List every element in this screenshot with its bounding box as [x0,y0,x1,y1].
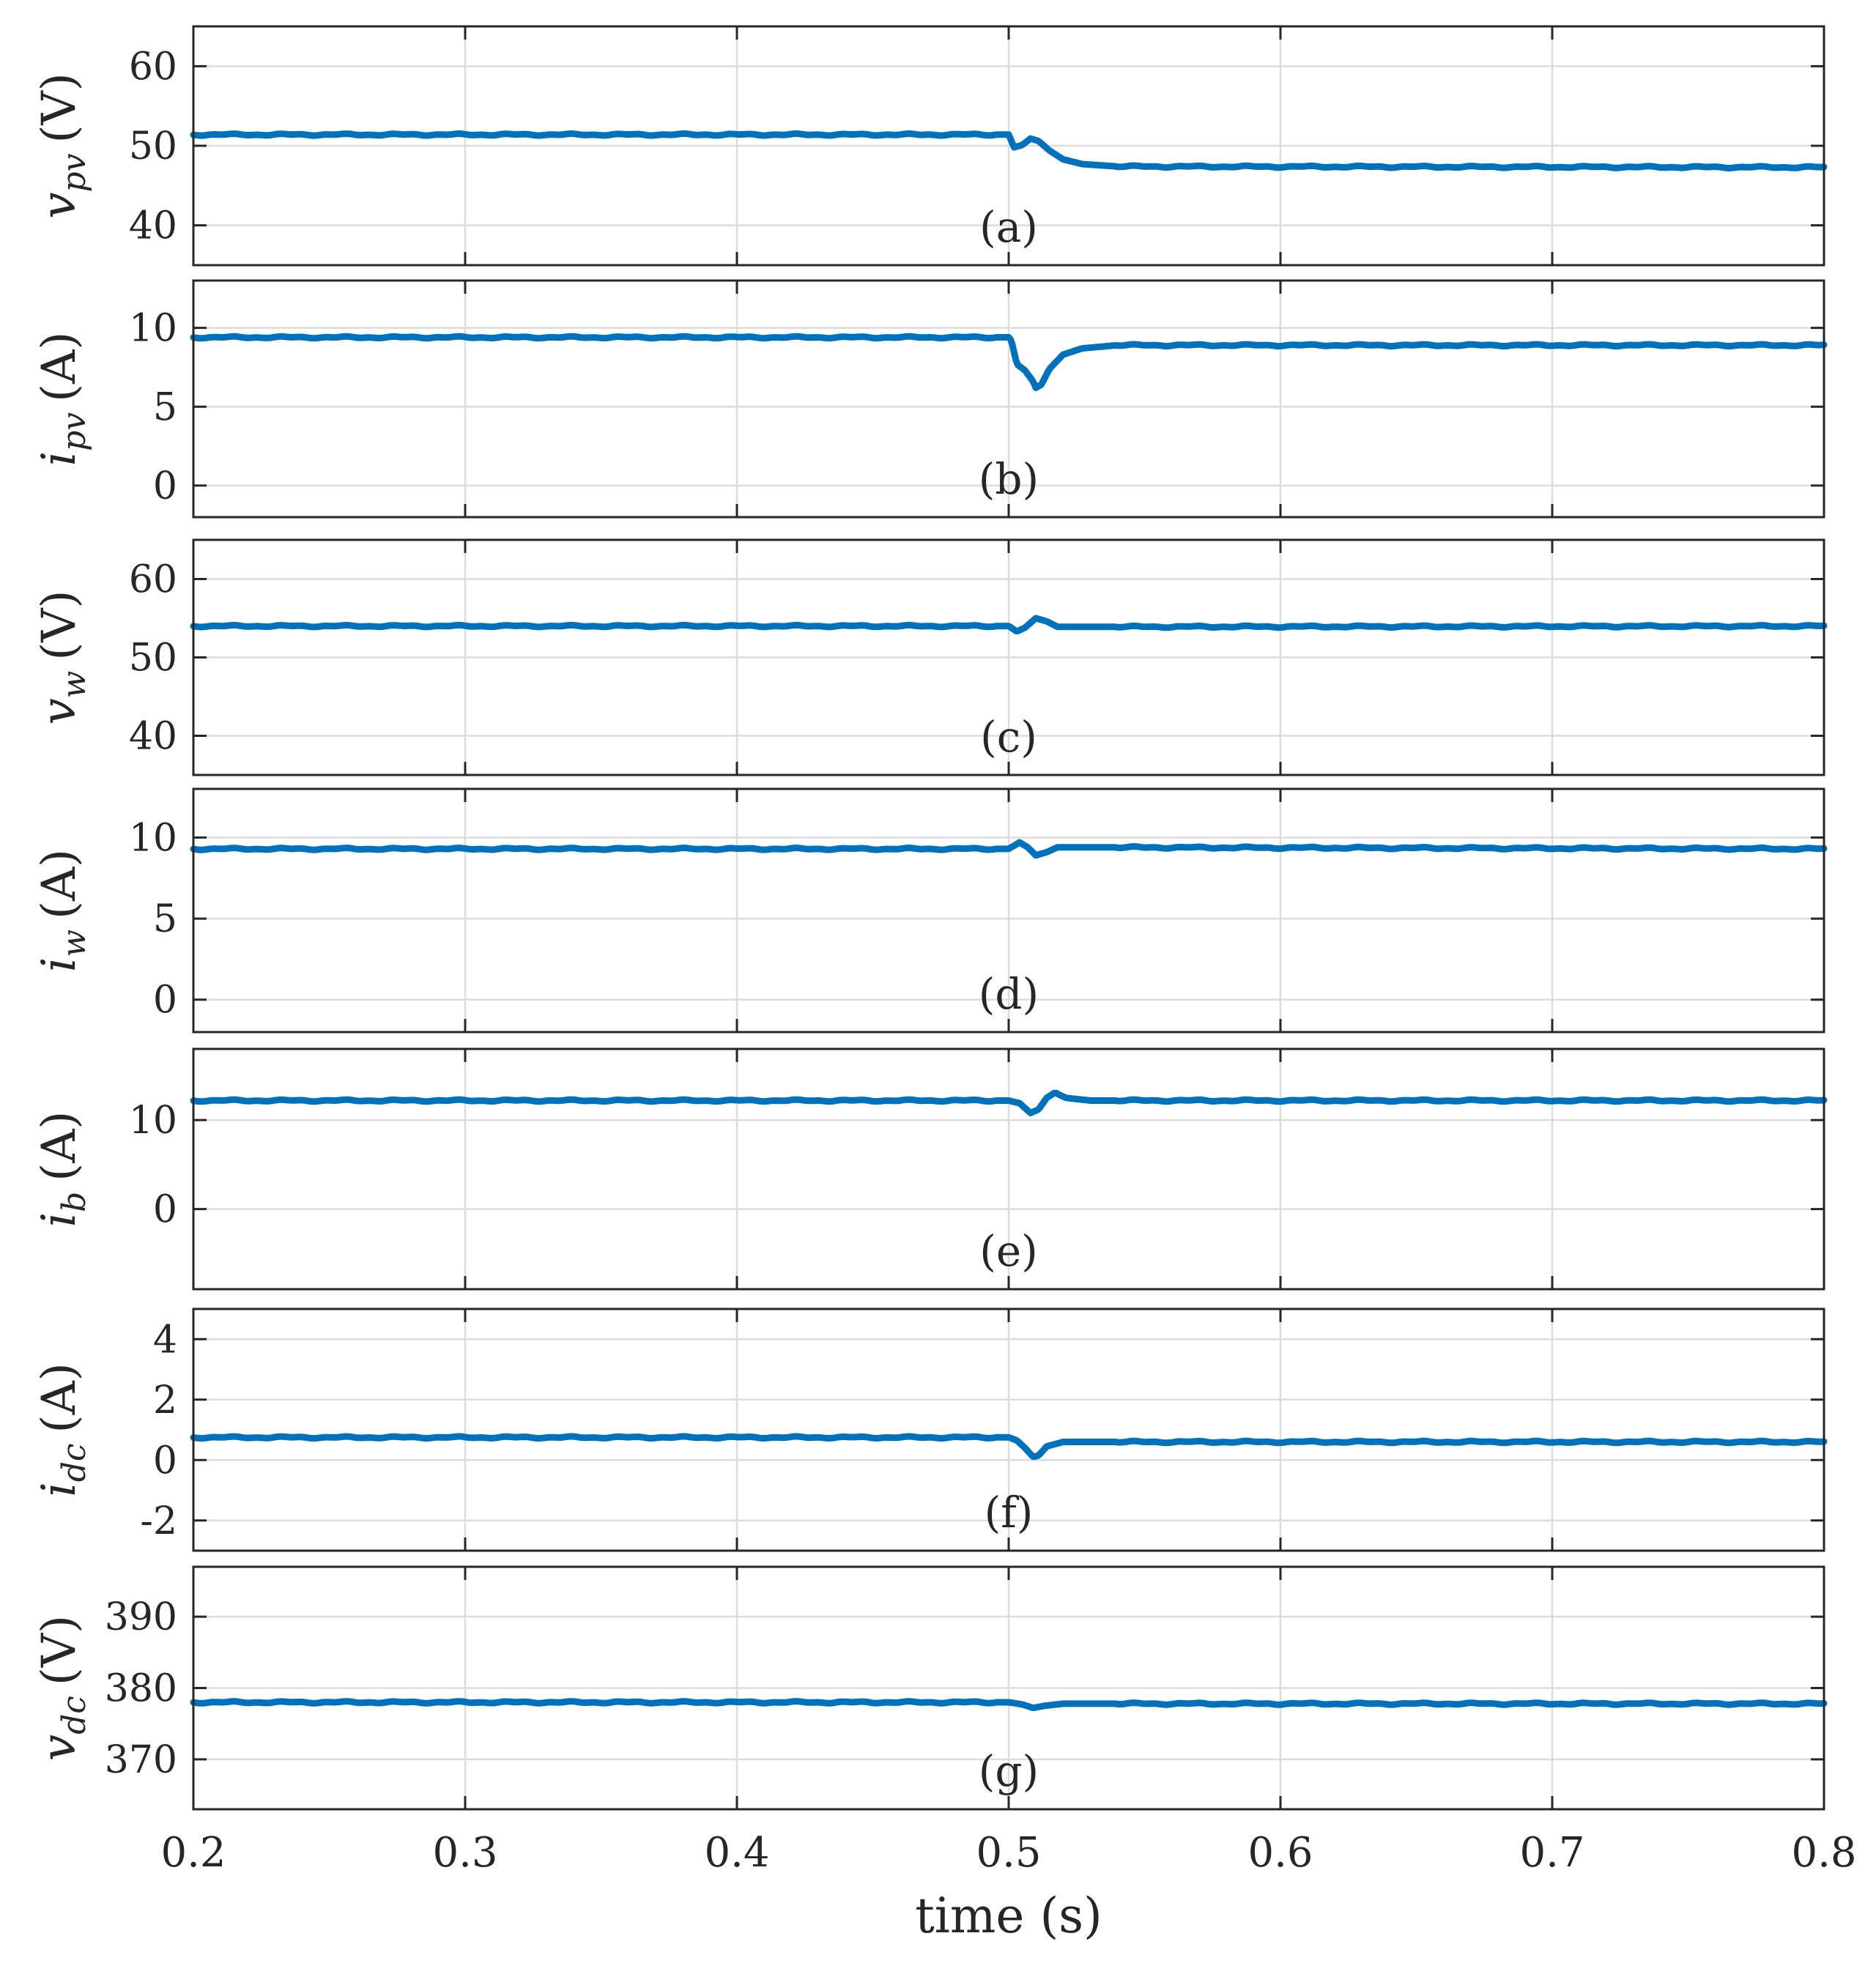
series-line-d [190,839,1828,859]
x-tick-label: 0.8 [1791,1829,1856,1877]
y-label-unit: (V) [32,590,86,661]
y-axis-label: ipv (A) [32,332,93,467]
y-label-unit: (A) [32,1111,86,1182]
series-line-e [190,1089,1828,1116]
y-axis-label: vw (V) [32,590,93,725]
y-tick-label: 2 [153,1379,177,1422]
y-tick-label: 40 [129,715,177,759]
y-axis-label: ib (A) [32,1111,93,1228]
y-label-unit: (A) [32,1362,86,1433]
panel-a: 40 50 60 (a) vpv (V) [32,25,1828,267]
y-tick-label: 50 [129,637,177,680]
y-label-variable: i [32,1482,86,1496]
panel-tag: (e) [979,1226,1038,1276]
x-tick-label: 0.7 [1519,1829,1584,1877]
y-label-unit: (A) [32,332,86,402]
series-line-f [190,1433,1828,1461]
y-label-unit: (A) [32,849,86,919]
y-tick-label: 380 [105,1667,177,1711]
panel-tag: (f) [985,1488,1034,1537]
y-label-subscript: w [56,671,93,699]
y-label-unit: (V) [32,1615,86,1685]
y-tick-label: 0 [153,1439,177,1483]
y-tick-label: 40 [129,204,177,248]
panel-c: 40 50 60 (c) vw (V) [32,538,1828,776]
panel-g: 370 380 390 (g) vdc (V) [32,1565,1828,1811]
y-axis-label: vdc (V) [32,1615,93,1761]
x-tick-label: 0.3 [432,1829,497,1877]
y-label-variable: v [32,1735,86,1761]
y-label-subscript: pv [56,412,93,451]
y-tick-label: -2 [140,1499,177,1543]
x-tick-label: 0.5 [976,1829,1041,1877]
y-tick-label: 4 [153,1318,177,1362]
y-tick-label: 50 [129,125,177,168]
x-axis-label: time (s) [915,1888,1102,1944]
series-line-g [190,1698,1828,1711]
y-tick-label: 0 [153,1188,177,1232]
y-label-variable: i [32,957,86,972]
series-line-c [190,615,1828,635]
y-tick-label: 60 [129,45,177,89]
y-label-variable: v [32,698,86,724]
y-tick-label: 0 [153,979,177,1023]
series-line-b [190,333,1828,391]
x-tick-label: 0.4 [704,1829,769,1877]
y-tick-label: 10 [129,1099,177,1143]
panel-tag: (a) [979,202,1038,252]
y-tick-label: 5 [153,897,177,941]
y-tick-label: 370 [105,1738,177,1782]
panel-f: -2 0 2 4 (f) idc (A) [32,1307,1828,1552]
y-tick-label: 390 [105,1595,177,1639]
panel-d: 0 5 10 (d) iw (A) [32,787,1828,1034]
y-label-subscript: b [56,1192,93,1212]
y-tick-label: 10 [129,307,177,351]
x-tick-label: 0.2 [160,1829,226,1877]
panel-b: 0 5 10 (b) ipv (A) [32,279,1828,519]
y-label-variable: i [32,451,86,466]
y-label-subscript: dc [56,1696,93,1735]
y-label-unit: (V) [32,73,86,143]
series-line-a [190,130,1828,171]
y-label-subscript: dc [56,1443,93,1482]
y-axis-label: idc (A) [32,1362,93,1496]
y-tick-label: 0 [153,464,177,508]
x-tick-label: 0.6 [1247,1829,1313,1877]
y-label-subscript: pv [56,153,93,192]
panel-tag: (g) [979,1746,1039,1796]
y-label-variable: i [32,1212,86,1227]
y-label-variable: v [32,193,86,219]
y-axis-label: vpv (V) [32,73,93,218]
panel-tag: (d) [979,969,1039,1019]
panel-tag: (c) [980,712,1037,762]
panel-e: 0 10 (e) ib (A) [32,1047,1828,1291]
y-tick-label: 10 [129,816,177,860]
panel-tag: (b) [979,454,1039,504]
y-axis-label: iw (A) [32,849,93,972]
y-tick-label: 5 [153,385,177,429]
y-tick-label: 60 [129,558,177,602]
y-label-subscript: w [56,930,93,957]
